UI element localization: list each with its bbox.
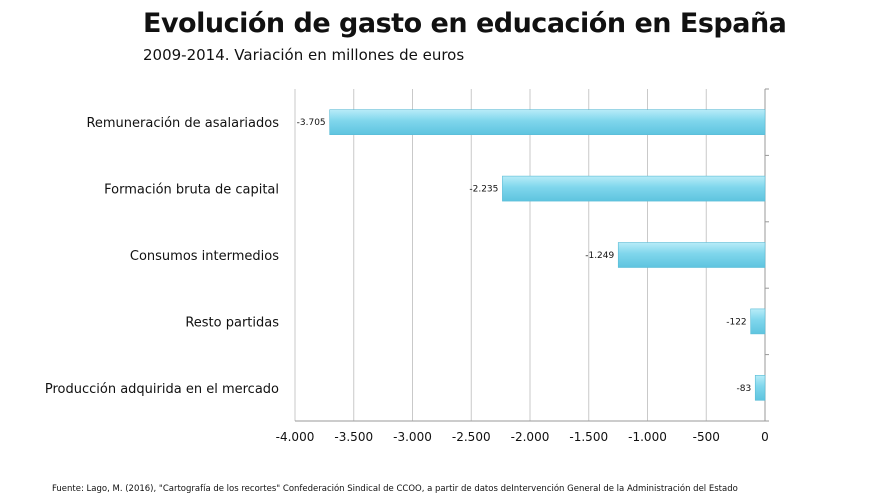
category-label: Resto partidas [185,315,279,330]
chart-subtitle: 2009-2014. Variación en millones de euro… [143,46,465,64]
category-label: Formación bruta de capital [104,183,279,198]
category-label: Producción adquirida en el mercado [45,382,279,397]
bar[interactable] [502,175,766,202]
x-tick-label: -3.500 [334,430,373,444]
x-tick-label: -500 [693,430,720,444]
bar[interactable] [329,109,766,135]
bar[interactable] [617,242,766,268]
bar-value-label: -3.705 [297,118,326,128]
bar-value-label: -83 [737,384,752,394]
bar[interactable] [750,308,766,335]
x-tick-label: 0 [761,430,769,444]
chart-title: Evolución de gasto en educación en Españ… [143,8,787,39]
bar-value-label: -2.235 [469,185,498,195]
x-tick-label: -1.500 [569,430,608,444]
source-footnote: Fuente: Lago, M. (2016), "Cartografía de… [52,484,738,494]
bar-value-label: -122 [726,317,746,327]
bar[interactable] [754,374,766,401]
bar-value-label: -1.249 [585,251,614,261]
category-label: Remuneración de asalariados [86,116,279,131]
x-tick-label: -2.000 [511,430,550,444]
category-label: Consumos intermedios [130,249,279,264]
x-tick-label: -1.000 [628,430,667,444]
x-tick-label: -3.000 [393,430,432,444]
x-tick-label: -4.000 [276,430,315,444]
x-tick-label: -2.500 [452,430,491,444]
